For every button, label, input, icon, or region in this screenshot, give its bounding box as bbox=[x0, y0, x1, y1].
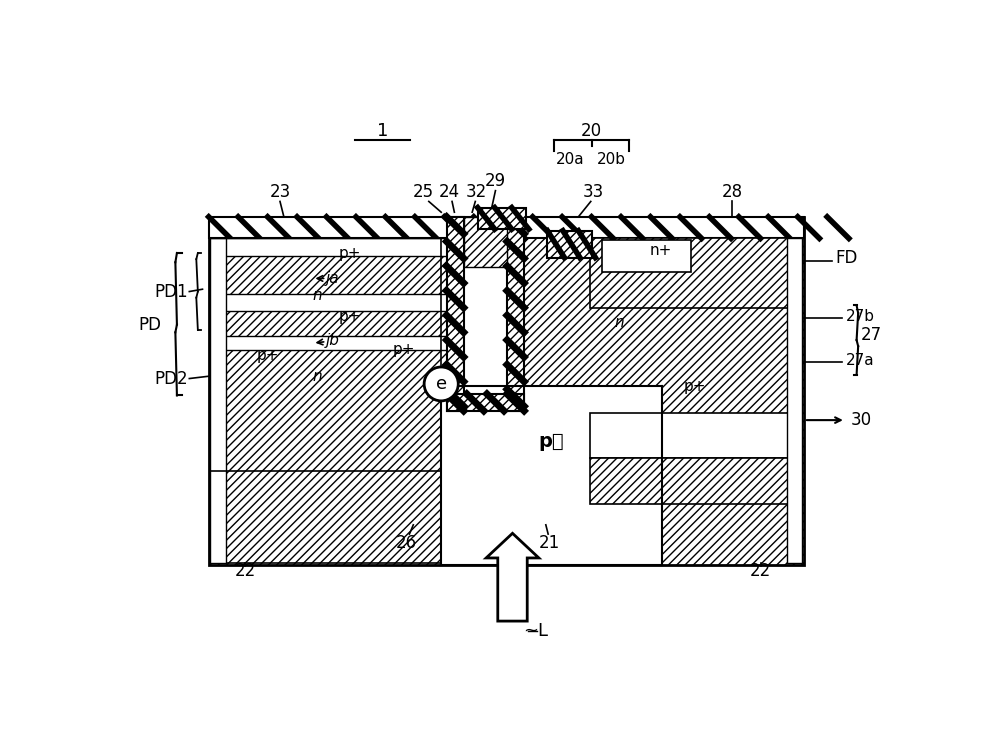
Bar bbox=[602, 240, 691, 272]
Text: 27b: 27b bbox=[846, 309, 875, 324]
Text: n+: n+ bbox=[650, 243, 672, 258]
Text: ~L: ~L bbox=[523, 622, 548, 640]
FancyArrow shape bbox=[486, 534, 539, 621]
Text: 22: 22 bbox=[234, 562, 256, 580]
Text: 33: 33 bbox=[582, 183, 604, 201]
Circle shape bbox=[424, 367, 458, 401]
Text: 20a: 20a bbox=[556, 152, 585, 167]
Text: 23: 23 bbox=[269, 183, 291, 201]
Text: PD2: PD2 bbox=[155, 370, 188, 388]
Bar bbox=[210, 219, 447, 564]
Text: n: n bbox=[312, 369, 322, 383]
Text: 29: 29 bbox=[485, 173, 506, 190]
Text: e: e bbox=[436, 375, 447, 393]
Text: p+: p+ bbox=[338, 246, 361, 260]
Bar bbox=[210, 238, 447, 256]
Bar bbox=[590, 413, 801, 458]
Text: 27: 27 bbox=[861, 327, 882, 344]
Text: n: n bbox=[615, 315, 624, 330]
Text: jb: jb bbox=[326, 332, 340, 348]
Bar bbox=[209, 217, 804, 238]
Bar bbox=[590, 458, 801, 504]
Bar bbox=[464, 217, 507, 394]
Text: 24: 24 bbox=[438, 183, 460, 201]
Text: n: n bbox=[312, 288, 322, 303]
Bar bbox=[447, 394, 524, 411]
Bar bbox=[447, 217, 464, 411]
Bar bbox=[478, 208, 526, 229]
Text: 21: 21 bbox=[539, 534, 560, 553]
Bar bbox=[210, 294, 447, 311]
Bar bbox=[507, 217, 524, 411]
Bar bbox=[787, 238, 802, 564]
Text: 20b: 20b bbox=[596, 152, 625, 167]
Bar bbox=[464, 217, 507, 267]
Text: p+: p+ bbox=[338, 308, 361, 324]
Text: p阱: p阱 bbox=[538, 432, 564, 451]
Bar bbox=[209, 217, 804, 565]
Text: p+: p+ bbox=[683, 379, 706, 394]
Text: PD: PD bbox=[138, 316, 161, 334]
Text: p+: p+ bbox=[257, 348, 280, 363]
Text: PD1: PD1 bbox=[155, 283, 188, 300]
Bar bbox=[210, 336, 447, 350]
Bar bbox=[210, 238, 226, 564]
Text: 28: 28 bbox=[721, 183, 742, 201]
Text: 25: 25 bbox=[413, 183, 434, 201]
Text: 1: 1 bbox=[377, 122, 388, 141]
Text: 20: 20 bbox=[581, 122, 602, 141]
Text: 32: 32 bbox=[465, 183, 487, 201]
Text: 22: 22 bbox=[750, 562, 771, 580]
Text: 26: 26 bbox=[396, 534, 417, 553]
Text: 30: 30 bbox=[850, 411, 872, 429]
Bar bbox=[590, 238, 801, 308]
Text: FD: FD bbox=[835, 249, 857, 268]
Text: ja: ja bbox=[326, 271, 340, 286]
Text: 27a: 27a bbox=[846, 354, 874, 368]
Bar bbox=[547, 230, 592, 257]
Text: p+: p+ bbox=[393, 342, 415, 356]
Bar bbox=[441, 386, 662, 565]
